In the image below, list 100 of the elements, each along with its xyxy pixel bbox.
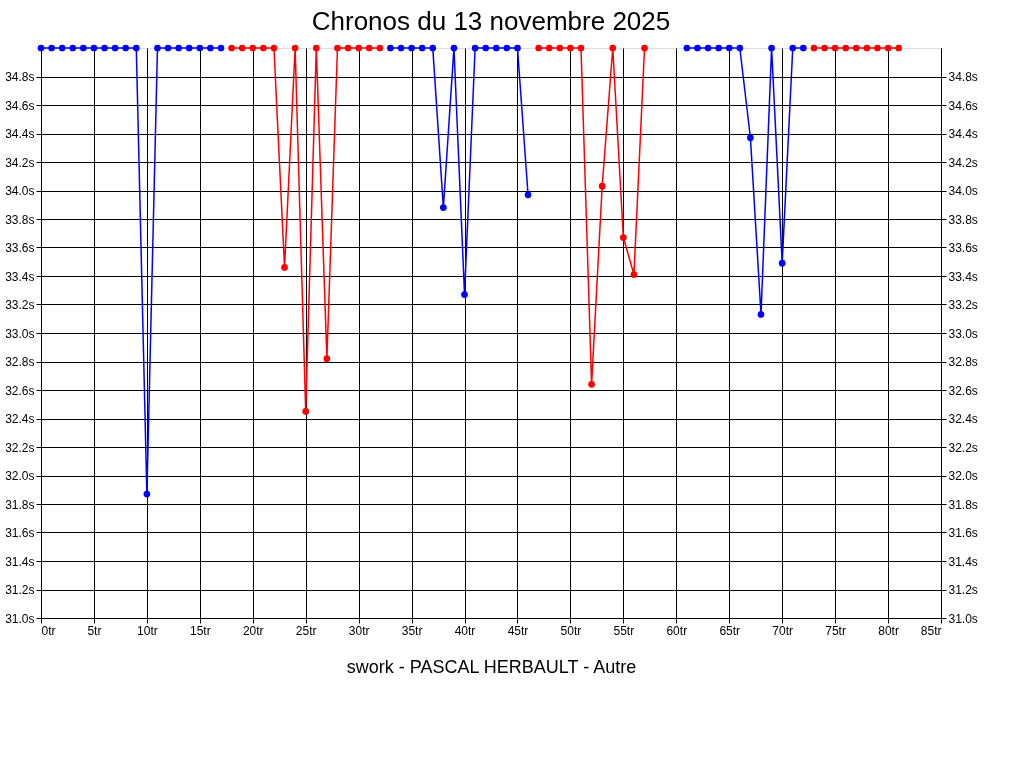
x-tick-label: 20tr xyxy=(242,623,264,638)
point xyxy=(852,44,860,52)
point xyxy=(747,134,754,142)
y-tick-label: 34.4s xyxy=(5,127,35,141)
point xyxy=(323,355,331,362)
point xyxy=(831,44,839,52)
point xyxy=(641,44,648,52)
y2-tick-label: 34.8s xyxy=(948,70,978,84)
x-tick-label: 10tr xyxy=(137,623,158,638)
point xyxy=(492,44,500,52)
point xyxy=(895,44,902,52)
point xyxy=(810,44,818,52)
x-tick-label: 35tr xyxy=(401,623,423,638)
x-tick-label: 50tr xyxy=(560,623,582,638)
y2-tick-label: 33.2s xyxy=(948,298,978,312)
y2-tick-label: 34.4s xyxy=(948,127,978,141)
y2-tick-label: 32.4s xyxy=(948,412,978,426)
point xyxy=(778,259,786,267)
point xyxy=(397,44,405,52)
y-tick-label: 31.2s xyxy=(5,583,35,597)
point xyxy=(842,44,850,52)
y2-tick-label: 31.4s xyxy=(948,554,978,569)
point xyxy=(874,44,881,52)
x-axis-title: swork - PASCAL HERBAULT - Autre xyxy=(346,656,637,677)
point xyxy=(450,44,458,52)
x-tick-label: 70tr xyxy=(772,623,794,638)
y2-tick-label: 32.2s xyxy=(948,440,978,455)
x-tick-label: 5tr xyxy=(87,623,102,638)
point xyxy=(37,44,45,52)
point xyxy=(80,44,87,52)
x-tick-label: 75tr xyxy=(825,623,846,638)
point xyxy=(281,264,288,271)
point xyxy=(302,408,310,415)
x-tick-label: 85tr xyxy=(920,623,942,638)
x-tick-label: 55tr xyxy=(613,623,635,638)
point xyxy=(429,44,437,52)
x-tick-label: 40tr xyxy=(454,623,476,638)
y2-tick-label: 33.0s xyxy=(948,326,978,341)
point xyxy=(270,44,278,52)
y-tick-label: 31.0s xyxy=(5,611,35,626)
x-tick-label: 80tr xyxy=(878,623,899,638)
point xyxy=(408,44,415,52)
point xyxy=(164,44,172,52)
point xyxy=(291,44,299,52)
point xyxy=(387,44,394,52)
y2-tick-label: 34.6s xyxy=(948,98,978,113)
y-tick-label: 32.2s xyxy=(5,440,35,455)
y2-tick-label: 31.2s xyxy=(948,583,978,597)
point xyxy=(154,44,161,52)
point xyxy=(260,44,267,52)
y-tick-label: 31.4s xyxy=(5,554,35,569)
point xyxy=(334,44,341,52)
y-tick-label: 32.6s xyxy=(5,383,35,398)
y2-tick-label: 34.2s xyxy=(948,155,978,170)
point xyxy=(69,44,77,52)
point xyxy=(365,44,373,52)
point xyxy=(768,44,775,52)
point xyxy=(355,44,362,52)
y-tick-label: 31.8s xyxy=(5,497,35,512)
point xyxy=(800,44,807,52)
y2-tick-label: 31.6s xyxy=(948,526,978,540)
y-tick-label: 31.6s xyxy=(5,526,35,540)
y-tick-label: 32.4s xyxy=(5,412,35,426)
y-tick-label: 32.0s xyxy=(5,469,35,483)
point xyxy=(725,44,733,52)
point xyxy=(545,44,553,52)
y-tick-label: 33.2s xyxy=(5,298,35,312)
point xyxy=(704,44,712,52)
point xyxy=(58,44,66,52)
y-tick-label: 34.2s xyxy=(5,155,35,170)
point xyxy=(588,380,595,388)
point xyxy=(471,44,479,52)
x-tick-label: 25tr xyxy=(295,623,317,638)
point xyxy=(344,44,352,52)
point xyxy=(418,44,426,52)
point xyxy=(598,182,606,190)
y2-tick-label: 32.0s xyxy=(948,469,978,483)
y2-tick-label: 31.0s xyxy=(948,611,978,626)
y2-tick-label: 33.6s xyxy=(948,241,978,255)
point xyxy=(535,44,542,52)
point xyxy=(217,44,225,52)
y-tick-label: 33.8s xyxy=(5,212,35,227)
x-tick-label: 65tr xyxy=(719,623,741,638)
point xyxy=(90,44,98,52)
point xyxy=(249,44,257,52)
y-tick-label: 33.4s xyxy=(5,269,35,284)
y-tick-label: 33.0s xyxy=(5,326,35,341)
point xyxy=(821,44,828,52)
point xyxy=(524,191,532,199)
y-tick-label: 34.6s xyxy=(5,98,35,113)
point xyxy=(143,490,151,498)
point xyxy=(101,44,108,52)
y-tick-label: 34.0s xyxy=(5,184,35,198)
point xyxy=(312,44,320,52)
point xyxy=(715,44,722,52)
point xyxy=(185,44,193,52)
point xyxy=(238,44,246,52)
chart-title: Chronos du 13 novembre 2025 xyxy=(311,5,671,36)
point xyxy=(736,44,744,52)
y2-tick-label: 33.4s xyxy=(948,269,978,284)
